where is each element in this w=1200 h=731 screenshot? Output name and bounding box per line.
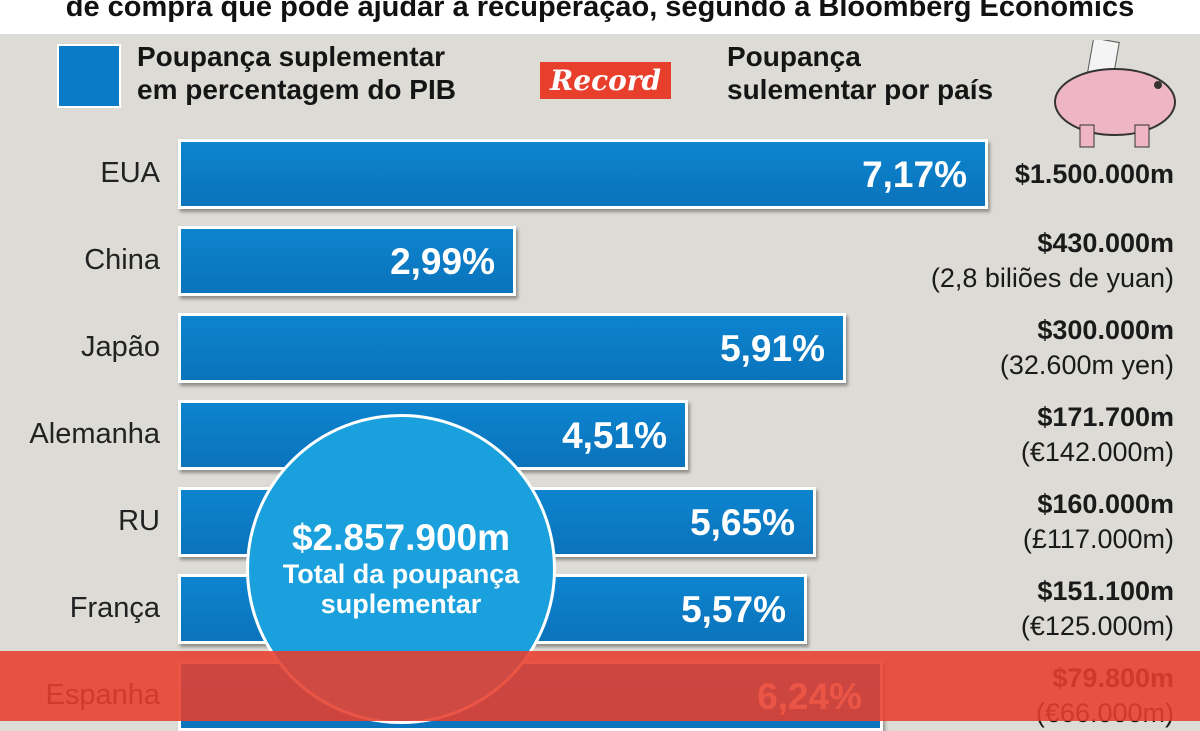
right-header: Poupança sulementar por país — [727, 40, 993, 106]
amount-label: $171.700m (€142.000m) — [1021, 400, 1174, 470]
amount-label: $300.000m (32.600m yen) — [1000, 313, 1174, 383]
category-label: RU — [118, 505, 160, 537]
total-label-2: suplementar — [320, 589, 482, 619]
header-line-2: sulementar por país — [727, 74, 994, 105]
amount-label: $160.000m (£117.000m) — [1023, 487, 1174, 557]
category-label: Alemanha — [29, 418, 160, 450]
category-label: EUA — [100, 157, 160, 189]
record-logo: Record — [540, 62, 672, 99]
amount-usd: $171.700m — [1037, 402, 1174, 432]
chart-title: de compra que pode ajudar a recuperação,… — [0, 0, 1200, 34]
amount-local: (€125.000m) — [1020, 611, 1174, 641]
total-value: $2.857.900m — [291, 517, 511, 558]
value-label: 4,51% — [562, 415, 667, 456]
category-label: França — [69, 592, 160, 624]
header-line-1: Poupança — [727, 41, 861, 72]
category-label: China — [84, 244, 160, 276]
piggy-bank-icon — [1054, 40, 1176, 148]
legend-label: Poupança suplementar em percentagem do PI… — [137, 40, 456, 106]
category-label: Japão — [80, 331, 160, 363]
value-label: 2,99% — [390, 241, 495, 282]
amount-local: (2,8 biliões de yuan) — [930, 263, 1174, 293]
red-overlay — [0, 651, 1200, 721]
amount-label: $430.000m (2,8 biliões de yuan) — [931, 226, 1174, 296]
legend-line-2: em percentagem do PIB — [137, 74, 456, 105]
amount-local: (£117.000m) — [1022, 524, 1174, 554]
amount-local: (€142.000m) — [1020, 437, 1174, 467]
value-label: 5,57% — [681, 589, 786, 630]
amount-usd: $160.000m — [1037, 489, 1174, 519]
total-label-1: Total da poupança — [282, 559, 520, 589]
amount-usd: $430.000m — [1037, 228, 1174, 258]
legend-line-1: Poupança suplementar — [137, 41, 446, 72]
amount-label: $151.100m (€125.000m) — [1021, 574, 1174, 644]
legend-swatch — [57, 44, 121, 108]
amount-local: (32.600m yen) — [999, 350, 1174, 380]
amount-usd: $1.500.000m — [1014, 159, 1174, 189]
amount-usd: $300.000m — [1037, 315, 1174, 345]
bar: 2,99% — [178, 226, 516, 296]
value-label: 5,65% — [690, 502, 795, 543]
value-label: 5,91% — [720, 328, 825, 369]
bar: 5,91% — [178, 313, 846, 383]
amount-label: $1.500.000m — [1015, 157, 1174, 192]
value-label: 7,17% — [862, 154, 967, 195]
amount-usd: $151.100m — [1037, 576, 1174, 606]
bar: 7,17% — [178, 139, 988, 209]
